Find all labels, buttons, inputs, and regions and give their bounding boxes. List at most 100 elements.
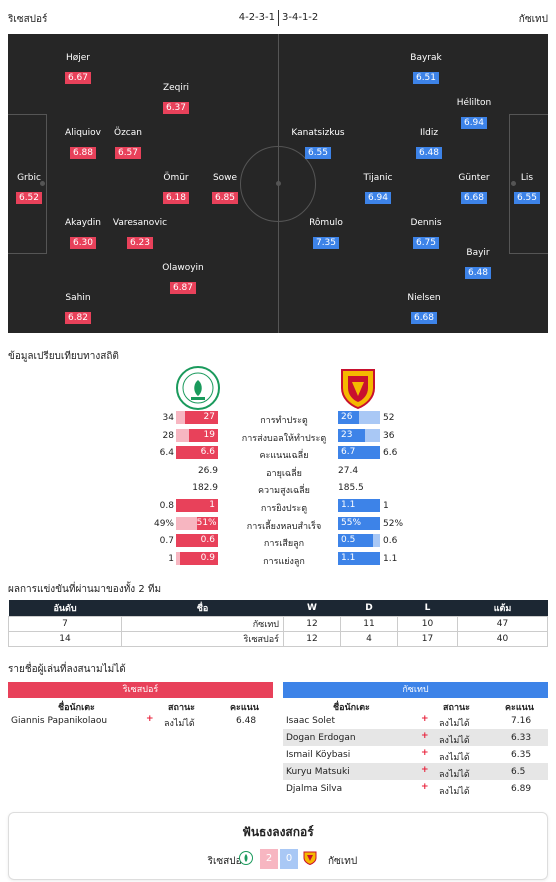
away-player[interactable]: Bayir 6.48 [438, 248, 518, 279]
col-rank: อันดับ [8, 600, 122, 616]
home-missing-panel: ริเซสปอร์ ชื่อนักเตะ สถานะ คะแนน Giannis… [8, 682, 273, 729]
stat-home-value: 182.9 [192, 483, 218, 494]
away-formation: 3-4-1-2 [282, 12, 319, 23]
cell-name[interactable]: กัซเทป [121, 615, 284, 632]
player-name: Kuryu Matsuki [286, 767, 350, 777]
injury-cross-icon: + [421, 782, 429, 792]
stat-away-season: 6.6 [383, 448, 398, 459]
player-rating: 6.5 [511, 767, 526, 777]
home-player[interactable]: Sahin 6.82 [38, 293, 118, 324]
stat-label: การเสียลูก [263, 539, 305, 550]
stat-away-value: 27.4 [338, 465, 359, 476]
stat-row: 1 0.9 การแย่งลูก 1.1 1.1 [0, 551, 556, 567]
stat-away-bar: 1.1 [338, 551, 380, 565]
player-name: Isaac Solet [286, 716, 335, 726]
stat-home-value: 0.9 [180, 551, 218, 565]
cell-rank: 7 [8, 615, 122, 632]
stat-away-value: 6.7 [338, 446, 380, 460]
cell-d: 11 [340, 615, 398, 632]
home-player[interactable]: Sowe 6.85 [185, 173, 265, 204]
player-name: Kanatsizkus [291, 128, 345, 138]
col-status: สถานะ [443, 703, 470, 713]
player-name: Lis [520, 173, 534, 183]
col-player: ชื่อนักเตะ [333, 703, 370, 713]
prediction-home-score: 2 [260, 849, 278, 869]
stat-home-season: 34 [162, 413, 174, 423]
away-penalty-box [509, 114, 548, 254]
player-rating: 6.30 [69, 237, 97, 249]
home-player[interactable]: Grbic 6.52 [8, 173, 69, 204]
player-name: Varesanovic [112, 218, 168, 228]
table-row: 14 ริเซสปอร์ 12 4 17 40 [8, 630, 548, 647]
home-player[interactable]: Højer 6.67 [38, 53, 118, 84]
stat-row: 6.4 6.6 คะแนนเฉลี่ย 6.7 6.6 [0, 445, 556, 461]
player-name: Nielsen [407, 293, 441, 303]
stat-home-bar: 0.9 [176, 551, 218, 565]
col-l: L [397, 600, 458, 616]
player-name: Grbic [17, 173, 41, 183]
stat-away-bar: 0.5 [338, 534, 380, 548]
home-player[interactable]: Zeqiri 6.37 [136, 83, 216, 114]
player-name: Zeqiri [162, 83, 190, 93]
player-status: ลงไม่ได้ [439, 736, 470, 746]
list-item[interactable]: Isaac Solet + ลงไม่ได้ 7.16 [283, 712, 548, 729]
player-name: Tijanic [363, 173, 393, 183]
stat-away-value: 23 [338, 428, 365, 442]
list-item[interactable]: Dogan Erdogan + ลงไม่ได้ 6.33 [283, 729, 548, 746]
player-rating: 6.94 [364, 192, 392, 204]
list-item[interactable]: Kuryu Matsuki + ลงไม่ได้ 6.5 [283, 763, 548, 780]
player-rating: 6.89 [511, 784, 532, 794]
away-player[interactable]: Kanatsizkus 6.55 [278, 128, 358, 159]
away-player[interactable]: Ildiz 6.48 [389, 128, 469, 159]
home-team-name: ริเซสปอร์ [8, 14, 48, 25]
stat-home-season: 6.4 [159, 448, 174, 459]
home-player[interactable]: Ömür 6.18 [136, 173, 216, 204]
list-item[interactable]: Giannis Papanikolaou + ลงไม่ได้ 6.48 [8, 712, 273, 729]
home-penalty-spot [40, 181, 45, 186]
away-player[interactable]: Rômulo 7.35 [286, 218, 366, 249]
player-rating: 6.87 [169, 282, 197, 294]
stat-away-bar: 1.1 [338, 499, 380, 512]
stat-row: 0.7 0.6 การเสียลูก 0.5 0.6 [0, 533, 556, 549]
away-player[interactable]: Nielsen 6.68 [384, 293, 464, 324]
home-player[interactable]: Aliquiov 6.88 [43, 128, 123, 159]
home-team-logo-small [239, 851, 253, 865]
cell-name[interactable]: ริเซสปอร์ [121, 630, 284, 647]
player-rating: 6.18 [162, 192, 190, 204]
player-name: Giannis Papanikolaou [11, 716, 108, 726]
stat-home-bar: 51% [176, 516, 218, 530]
stat-away-bar: 55% [338, 516, 380, 530]
away-penalty-spot [511, 181, 516, 186]
missing-columns: ชื่อนักเตะ สถานะ คะแนน [8, 698, 273, 713]
home-player[interactable]: Akaydin 6.30 [43, 218, 123, 249]
stat-away-season: 36 [383, 430, 395, 441]
stat-home-season: 0.7 [159, 536, 174, 547]
player-rating: 6.88 [69, 147, 97, 159]
away-player[interactable]: Günter 6.68 [434, 173, 514, 204]
away-player[interactable]: Tijanic 6.94 [338, 173, 418, 204]
stat-home-value: 26.9 [197, 465, 218, 476]
standings-header-row: อันดับ ชื่อ W D L แต้ม [8, 600, 548, 616]
home-player[interactable]: Varesanovic 6.23 [100, 218, 180, 249]
home-player[interactable]: Olawoyin 6.87 [143, 263, 223, 294]
stat-home-season: 1 [168, 553, 174, 564]
cell-rank: 14 [8, 630, 122, 647]
away-player[interactable]: Bayrak 6.51 [386, 53, 466, 84]
missing-columns: ชื่อนักเตะ สถานะ คะแนน [283, 698, 548, 713]
stat-home-season: 28 [162, 430, 174, 441]
list-item[interactable]: Djalma Silva + ลงไม่ได้ 6.89 [283, 780, 548, 797]
home-penalty-box [8, 114, 47, 254]
stat-home-value: 6.6 [176, 446, 218, 460]
away-player[interactable]: Hélilton 6.94 [434, 98, 514, 129]
stat-row: 26.9 อายุเฉลี่ย 27.4 [0, 463, 556, 479]
player-name: Bayrak [410, 53, 442, 63]
stat-away-value: 1.1 [338, 551, 380, 565]
list-item[interactable]: Ismail Köybasi + ลงไม่ได้ 6.35 [283, 746, 548, 763]
player-name: Sahin [65, 293, 91, 303]
stat-away-value: 0.5 [338, 534, 373, 548]
player-name: Ömür [163, 173, 189, 183]
away-player[interactable]: Lis 6.55 [487, 173, 548, 204]
away-player[interactable]: Dennis 6.75 [386, 218, 466, 249]
home-player[interactable]: Özcan 6.57 [88, 128, 168, 159]
player-rating: 6.55 [304, 147, 332, 159]
